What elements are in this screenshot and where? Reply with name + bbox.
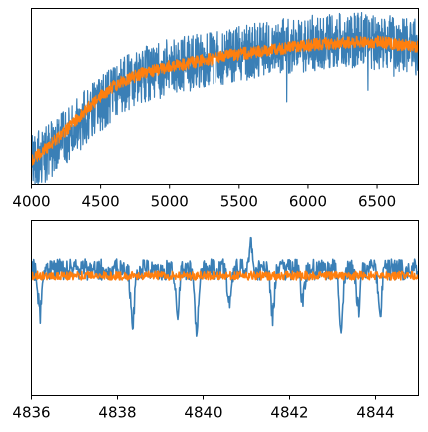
- chart-bottom-xtick-label: 4836: [12, 404, 50, 422]
- chart-top-series-orange-line: [31, 35, 419, 166]
- chart-bottom-xtick-label: 4842: [270, 404, 308, 422]
- chart-bottom-lines: [31, 236, 419, 337]
- chart-bottom-frame: [31, 220, 419, 396]
- chart-top-xtick-label: 5500: [220, 193, 258, 211]
- chart-top-lines: [31, 12, 419, 185]
- chart-bottom-series-blue-line: [31, 236, 419, 337]
- chart-top: 4000 4500 5000 5500 6000 6500: [12, 8, 419, 211]
- chart-bottom-series-orange-line: [31, 270, 419, 281]
- chart-top-xtick-label: 5000: [151, 193, 189, 211]
- chart-top-frame: [31, 8, 419, 185]
- chart-top-xtick-label: 4500: [82, 193, 120, 211]
- chart-top-xtick-label: 6500: [358, 193, 396, 211]
- chart-top-xticks: 4000 4500 5000 5500 6000 6500: [12, 184, 396, 211]
- chart-bottom-xticks: 4836 4838 4840 4842 4844: [12, 395, 395, 422]
- chart-bottom-xtick-label: 4838: [98, 404, 136, 422]
- chart-bottom-xtick-label: 4844: [356, 404, 394, 422]
- chart-bottom-xtick-label: 4840: [184, 404, 222, 422]
- chart-bottom: 4836 4838 4840 4842 4844: [12, 220, 419, 422]
- chart-top-xtick-label: 6000: [289, 193, 327, 211]
- chart-top-xtick-label: 4000: [12, 193, 50, 211]
